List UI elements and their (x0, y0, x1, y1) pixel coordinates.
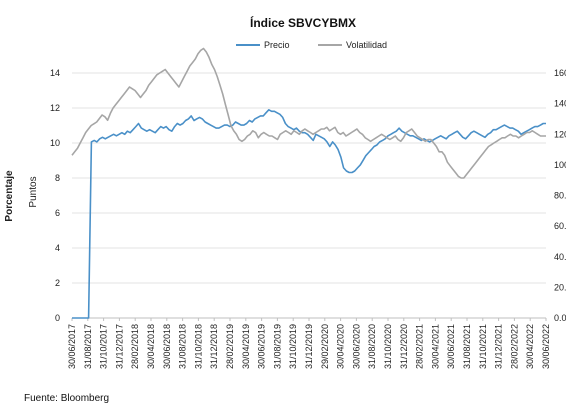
x-tick-label: 30/04/2018 (146, 324, 156, 369)
grid-lines (72, 72, 546, 319)
x-tick-label: 31/12/2017 (114, 324, 124, 369)
x-tick-label: 30/06/2022 (541, 324, 551, 369)
x-tick-label: 31/12/2021 (494, 324, 504, 369)
series-line-volatilidad (71, 47, 546, 179)
source-note: Fuente: Bloomberg (24, 393, 110, 404)
x-tick-label: 31/12/2019 (304, 324, 314, 369)
y-left-tick-label: 4 (55, 243, 60, 253)
x-tick-label: 30/06/2018 (162, 324, 172, 369)
x-tick-label: 30/04/2019 (241, 324, 251, 369)
x-tick-label: 30/06/2020 (351, 324, 361, 369)
legend-label: Volatilidad (346, 40, 387, 50)
y-left-tick-label: 2 (55, 278, 60, 288)
x-tick-label: 31/08/2017 (83, 324, 93, 369)
y-left-tick-label: 10 (50, 138, 60, 148)
axes: 0 2 4 6 8 10 12 14 0.0 20.0 40.0 60.0 80.0 100 120 140 1… (50, 68, 566, 369)
x-tick-label: 31/08/2019 (272, 324, 282, 369)
x-tick-label: 30/04/2022 (525, 324, 535, 369)
y-left-tick-label: 12 (50, 103, 60, 113)
x-tick-label: 31/08/2020 (367, 324, 377, 369)
y-right-tick-label: 120 (554, 129, 566, 139)
legend: Precio Volatilidad (236, 40, 387, 50)
inner-axis-title: Puntos (28, 176, 39, 207)
series-line-precio (72, 109, 546, 319)
y-right-tick-label: 20.0 (554, 282, 566, 292)
chart-title: Índice SBVCYBMX (250, 15, 356, 30)
x-tick-label: 31/10/2020 (383, 324, 393, 369)
x-tick-label: 31/12/2018 (209, 324, 219, 369)
x-tick-label: 28/02/2019 (225, 324, 235, 369)
x-tick-label: 28/02/2022 (509, 324, 519, 369)
y-right-tick-label: 40.0 (554, 252, 566, 262)
series-layer (71, 47, 546, 319)
y-right-tick-label: 100 (554, 160, 566, 170)
x-tick-label: 31/10/2019 (288, 324, 298, 369)
legend-label: Precio (264, 40, 290, 50)
x-tick-label: 31/10/2017 (99, 324, 109, 369)
y-left-tick-label: 14 (50, 68, 60, 78)
y-right-tick-label: 0.0 (554, 313, 566, 323)
x-tick-label: 30/06/2017 (67, 324, 77, 369)
x-tick-label: 30/04/2020 (336, 324, 346, 369)
y-right-tick-label: 140 (554, 99, 566, 109)
x-tick-label: 31/10/2021 (478, 324, 488, 369)
y-left-tick-label: 6 (55, 208, 60, 218)
y-left-tick-label: 0 (55, 313, 60, 323)
chart-area: Índice SBVCYBMX Precio Volatilidad 0 2 4 6 8 1… (4, 15, 566, 369)
x-tick-label: 30/04/2021 (430, 324, 440, 369)
x-tick-label: 30/06/2021 (446, 324, 456, 369)
left-axis-title: Porcentaje (4, 170, 15, 222)
y-left-tick-label: 8 (55, 173, 60, 183)
y-right-tick-label: 60.0 (554, 221, 566, 231)
x-tick-label: 29/02/2020 (320, 324, 330, 369)
x-tick-label: 28/02/2018 (130, 324, 140, 369)
x-tick-label: 31/10/2018 (193, 324, 203, 369)
y-right-tick-label: 160 (554, 68, 566, 78)
x-tick-label: 31/08/2018 (178, 324, 188, 369)
y-right-tick-label: 80.0 (554, 191, 566, 201)
x-tick-label: 28/02/2021 (415, 324, 425, 369)
x-tick-label: 31/12/2020 (399, 324, 409, 369)
x-tick-label: 31/08/2021 (462, 324, 472, 369)
line-chart: Índice SBVCYBMX Precio Volatilidad 0 2 4 6 8 1… (4, 15, 566, 369)
x-tick-label: 30/06/2019 (257, 324, 267, 369)
